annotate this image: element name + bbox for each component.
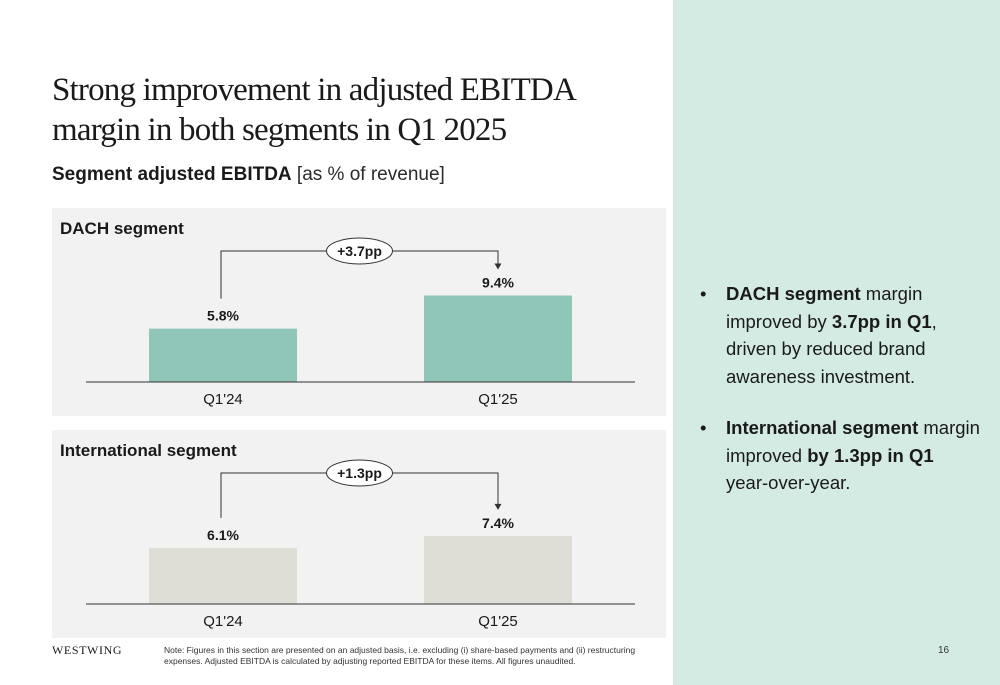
value-label: 6.1%: [207, 527, 239, 543]
bullet-item: • DACH segment margin improved by 3.7pp i…: [700, 280, 980, 390]
bullet-dot-icon: •: [700, 417, 707, 438]
bar-q1-24: [149, 547, 297, 604]
page-number: 16: [938, 645, 950, 656]
arrow-down-icon: [494, 503, 502, 510]
chart-subtitle: Segment adjusted EBITDA [as % of revenue…: [52, 163, 445, 187]
dach-chart-panel: DACH segment 5.8% Q1'24 9.4% Q1'25 +3.7pp: [52, 208, 666, 416]
bar-q1-24: [149, 328, 297, 382]
international-bar-chart: International segment 6.1% Q1'24 7.4% Q1'25 +…: [60, 441, 635, 630]
bullet-item: • International segment margin improved b…: [700, 414, 980, 497]
delta-badge: [326, 459, 393, 487]
delta-label: +1.3pp: [337, 465, 382, 481]
bullet-dot-icon: •: [700, 283, 707, 304]
value-label: 7.4%: [482, 515, 514, 531]
bullet-text: margin improved: [726, 417, 980, 466]
subtitle-unit: [as % of revenue]: [291, 164, 445, 185]
subtitle-bold: Segment adjusted EBITDA: [52, 164, 292, 185]
segment-title: DACH segment: [60, 219, 184, 238]
bullet-text: margin improved by: [726, 283, 923, 332]
category-tick-label: Q1'25: [478, 613, 518, 630]
bar-q1-25: [424, 535, 572, 604]
category-tick-label: Q1'24: [203, 391, 243, 408]
delta-badge: [326, 237, 393, 265]
right-accent-panel: [673, 0, 1000, 685]
bullet-text: , driven by reduced brand awareness inve…: [726, 310, 937, 387]
footnote: Note: Figures in this section are presen…: [164, 645, 636, 666]
delta-label: +3.7pp: [337, 243, 382, 259]
key-takeaways-list: • DACH segment margin improved by 3.7pp i…: [700, 280, 980, 521]
bullet-text: year-over-year.: [726, 472, 851, 493]
bar-q1-25: [424, 295, 572, 382]
bullet-emphasis: by 1.3pp in Q1: [807, 444, 934, 466]
arrow-down-icon: [494, 263, 502, 270]
category-tick-label: Q1'24: [203, 613, 243, 630]
bullet-emphasis: 3.7pp in Q1: [831, 310, 932, 332]
bullet-emphasis: International segment: [726, 417, 919, 438]
value-label: 5.8%: [207, 308, 239, 324]
international-chart-panel: International segment 6.1% Q1'24 7.4% Q1'25 +…: [52, 430, 666, 638]
segment-title: International segment: [60, 441, 237, 460]
dach-bar-chart: DACH segment 5.8% Q1'24 9.4% Q1'25 +3.7pp: [60, 219, 635, 408]
slide-title: Strong improvement in adjusted EBITDA ma…: [52, 72, 575, 148]
westwing-logo: WESTWING: [52, 643, 123, 657]
category-tick-label: Q1'25: [478, 391, 518, 408]
value-label: 9.4%: [482, 275, 514, 291]
bullet-emphasis: DACH segment: [726, 283, 861, 304]
